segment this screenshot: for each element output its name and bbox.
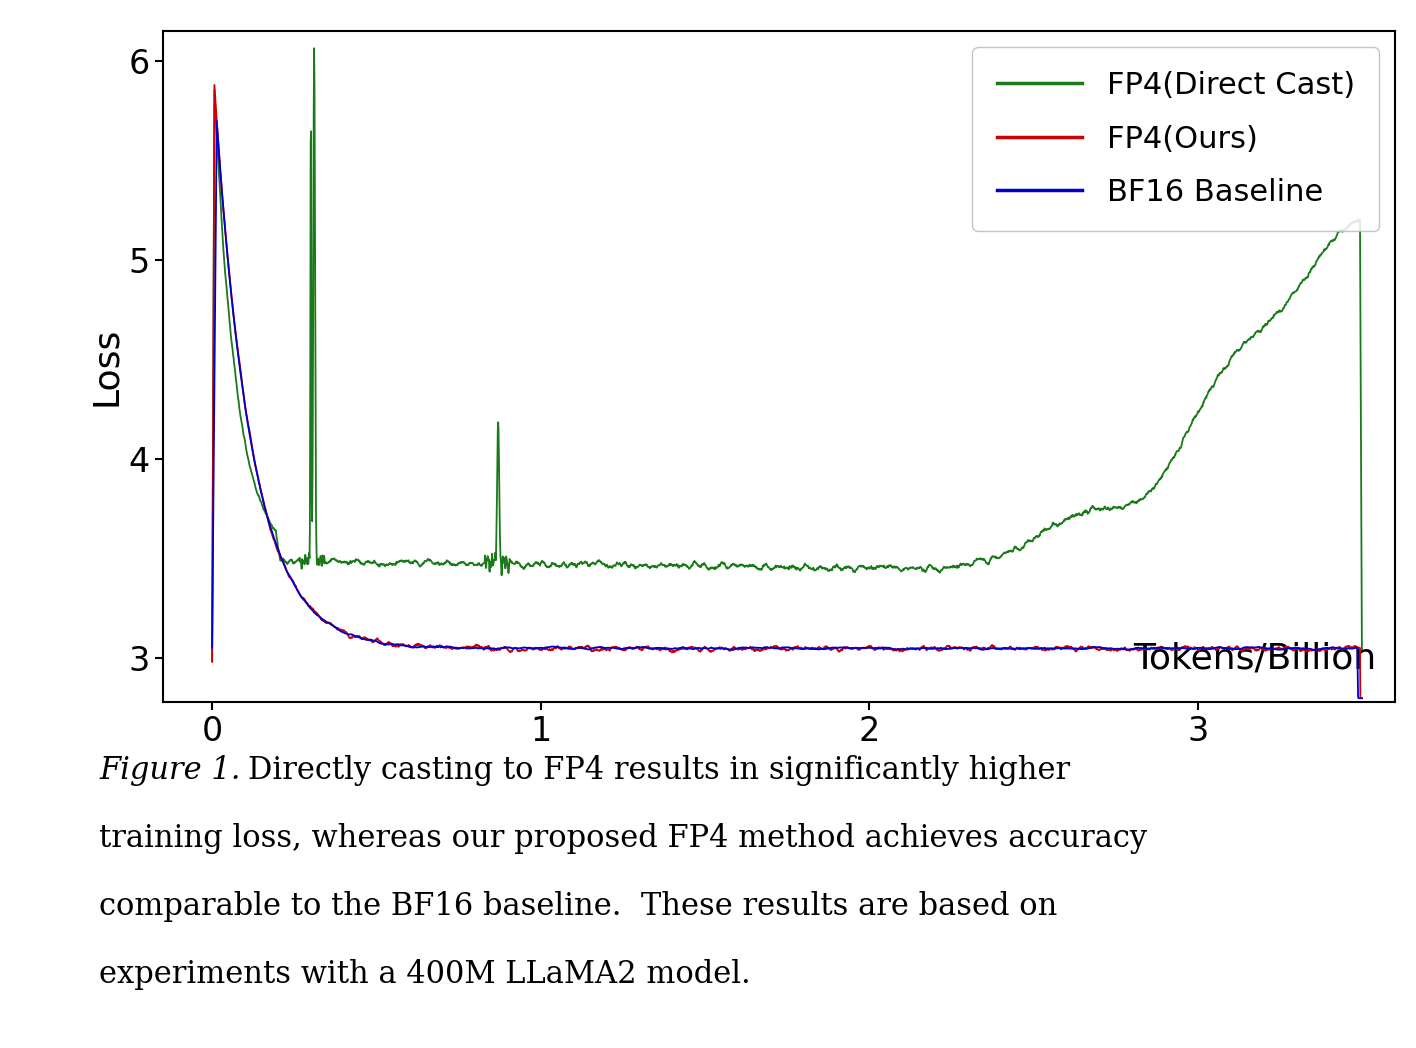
FP4(Direct Cast) — [306, 42, 323, 54]
Text: training loss, whereas our proposed FP4 method achieves accuracy: training loss, whereas our proposed FP4 … — [99, 823, 1147, 854]
FP4(Ours) — [1208, 643, 1225, 656]
Line: FP4(Ours): FP4(Ours) — [212, 85, 1362, 698]
BF16 Baseline — [695, 641, 712, 654]
Text: Figure 1.: Figure 1. — [99, 755, 241, 786]
FP4(Ours) — [695, 642, 712, 655]
Line: BF16 Baseline: BF16 Baseline — [212, 121, 1362, 698]
BF16 Baseline — [1349, 692, 1366, 704]
FP4(Ours) — [1354, 692, 1371, 704]
Text: Directly casting to FP4 results in significantly higher: Directly casting to FP4 results in signi… — [248, 755, 1070, 786]
FP4(Direct Cast) — [644, 560, 661, 572]
BF16 Baseline — [336, 627, 353, 639]
FP4(Direct Cast) — [695, 559, 712, 571]
FP4(Direct Cast) — [204, 654, 221, 667]
BF16 Baseline — [1354, 692, 1371, 704]
BF16 Baseline — [1331, 642, 1348, 655]
BF16 Baseline — [204, 641, 221, 654]
FP4(Direct Cast) — [1208, 374, 1225, 387]
BF16 Baseline — [404, 640, 421, 653]
Legend: FP4(Direct Cast), FP4(Ours), BF16 Baseline: FP4(Direct Cast), FP4(Ours), BF16 Baseli… — [973, 47, 1379, 232]
FP4(Ours) — [644, 642, 661, 655]
Y-axis label: Loss: Loss — [89, 327, 123, 407]
BF16 Baseline — [1208, 641, 1225, 654]
FP4(Ours) — [404, 641, 421, 654]
FP4(Ours) — [204, 656, 221, 669]
Line: FP4(Direct Cast): FP4(Direct Cast) — [212, 48, 1362, 660]
FP4(Ours) — [1331, 641, 1348, 654]
FP4(Ours) — [205, 79, 222, 91]
BF16 Baseline — [644, 642, 661, 655]
Text: comparable to the BF16 baseline.  These results are based on: comparable to the BF16 baseline. These r… — [99, 891, 1058, 922]
FP4(Direct Cast) — [1331, 225, 1348, 238]
FP4(Direct Cast) — [404, 556, 421, 569]
FP4(Ours) — [336, 624, 353, 636]
FP4(Direct Cast) — [1354, 646, 1371, 658]
FP4(Ours) — [1352, 692, 1369, 704]
Text: Tokens/Billion: Tokens/Billion — [1133, 641, 1376, 675]
FP4(Direct Cast) — [336, 556, 353, 569]
BF16 Baseline — [208, 114, 225, 127]
Text: experiments with a 400M LLaMA2 model.: experiments with a 400M LLaMA2 model. — [99, 959, 750, 990]
